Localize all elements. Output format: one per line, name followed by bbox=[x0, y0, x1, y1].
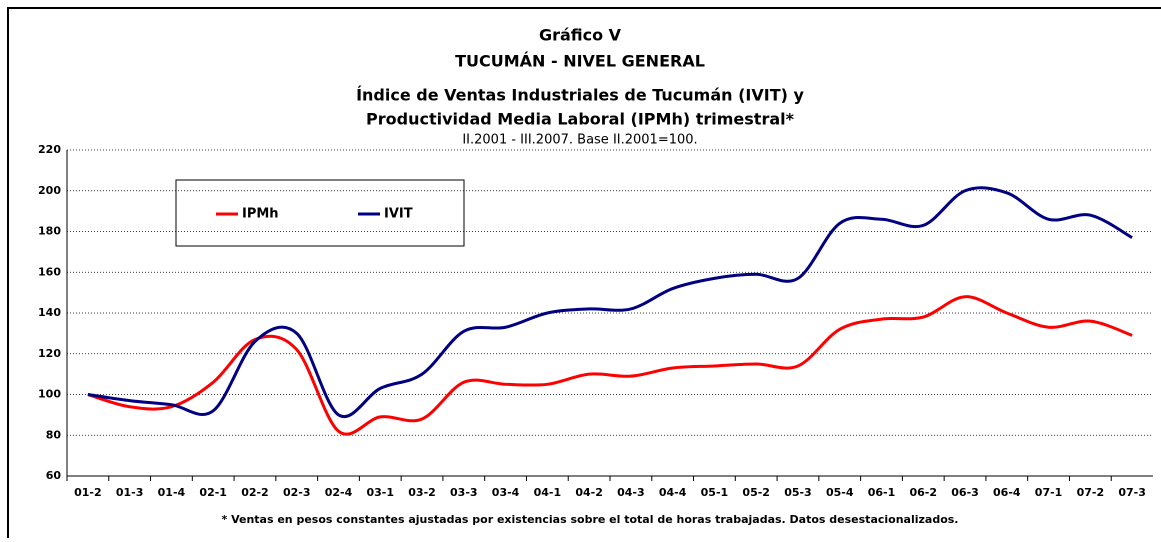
x-tick-label: 04-4 bbox=[659, 486, 687, 499]
line bbox=[87, 186, 1133, 419]
chart-title: Gráfico V bbox=[539, 26, 622, 45]
x-tick-label: 04-2 bbox=[575, 486, 603, 499]
x-tick-label: 05-3 bbox=[784, 486, 812, 499]
footnote: * Ventas en pesos constantes ajustadas p… bbox=[222, 513, 959, 526]
x-tick-label: 01-4 bbox=[158, 486, 186, 499]
frame bbox=[7, 7, 1161, 542]
x-tick-label: 03-3 bbox=[450, 486, 478, 499]
x-tick-label: 05-4 bbox=[826, 486, 854, 499]
y-tick-label: 200 bbox=[38, 184, 61, 197]
x-tick-label: 07-2 bbox=[1077, 486, 1105, 499]
x-tick-label: 04-3 bbox=[617, 486, 645, 499]
chart-subtitle: II.2001 - III.2007. Base II.2001=100. bbox=[462, 133, 697, 148]
y-tick-label: 160 bbox=[38, 265, 61, 278]
x-tick-label: 05-2 bbox=[742, 486, 770, 499]
legend-label: IPMh bbox=[242, 207, 279, 222]
chart-title: TUCUMÁN - NIVEL GENERAL bbox=[455, 52, 705, 71]
x-tick-label: 03-4 bbox=[492, 486, 520, 499]
x-tick-label: 07-1 bbox=[1035, 486, 1063, 499]
line bbox=[87, 295, 1133, 436]
y-tick-label: 140 bbox=[38, 306, 61, 319]
y-tick-label: 80 bbox=[46, 428, 62, 441]
x-tick-label: 03-2 bbox=[408, 486, 436, 499]
legend-label: IVIT bbox=[384, 207, 413, 222]
chart-title: Índice de Ventas Industriales de Tucumán… bbox=[356, 86, 804, 105]
x-tick-label: 02-3 bbox=[283, 486, 311, 499]
x-tick-label: 06-1 bbox=[868, 486, 896, 499]
x-tick-label: 01-2 bbox=[74, 486, 102, 499]
y-tick-label: 100 bbox=[38, 388, 61, 401]
x-tick-label: 03-1 bbox=[367, 486, 395, 499]
x-tick-label: 06-2 bbox=[910, 486, 938, 499]
x-tick-label: 02-1 bbox=[199, 486, 227, 499]
x-tick-label: 06-4 bbox=[993, 486, 1021, 499]
x-tick-label: 05-1 bbox=[701, 486, 729, 499]
x-tick-label: 07-3 bbox=[1118, 486, 1146, 499]
y-tick-label: 180 bbox=[38, 225, 61, 238]
x-tick-label: 02-2 bbox=[241, 486, 269, 499]
y-tick-label: 220 bbox=[38, 143, 61, 156]
y-tick-label: 120 bbox=[38, 347, 61, 360]
x-tick-label: 02-4 bbox=[325, 486, 353, 499]
x-tick-label: 06-3 bbox=[951, 486, 979, 499]
x-tick-label: 01-3 bbox=[116, 486, 144, 499]
y-tick-label: 60 bbox=[46, 469, 62, 482]
chart-title: Productividad Media Laboral (IPMh) trime… bbox=[366, 110, 795, 129]
x-tick-label: 04-1 bbox=[534, 486, 562, 499]
